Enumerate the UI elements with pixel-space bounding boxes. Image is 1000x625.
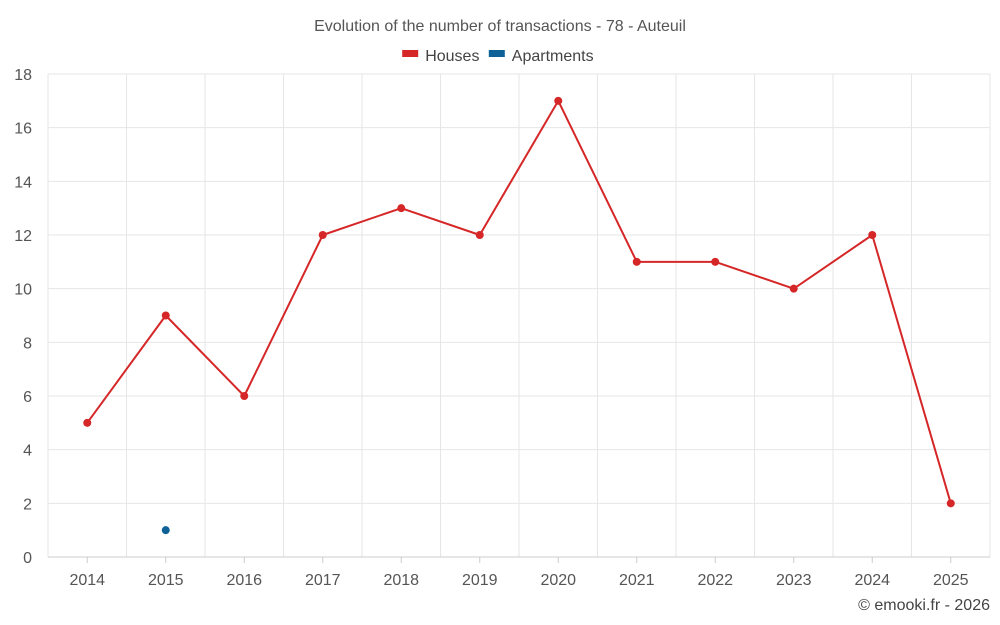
y-tick-label: 16	[14, 121, 32, 138]
series-layer	[83, 96, 955, 535]
x-tick-label: 2021	[619, 572, 655, 589]
data-point-houses	[475, 231, 484, 239]
series-houses	[83, 96, 955, 508]
y-tick-label: 12	[14, 228, 32, 245]
y-tick-label: 6	[23, 389, 32, 406]
data-point-houses	[318, 231, 327, 239]
x-tick-label: 2015	[148, 572, 184, 589]
series-apartments	[161, 526, 170, 535]
data-point-houses	[789, 284, 798, 293]
x-tick-label: 2019	[462, 572, 498, 589]
chart-title: Evolution of the number of transactions …	[314, 18, 686, 35]
legend-swatch-houses	[402, 50, 419, 57]
axes: 0 2 4 6 8 10 12 14 16 18 2014 2015 2016 2017 2018 2019 2…	[14, 67, 990, 589]
x-tick-label: 2017	[305, 572, 341, 589]
x-tick-label: 2014	[69, 572, 105, 589]
y-tick-label: 14	[14, 174, 32, 191]
data-point-houses	[711, 257, 720, 266]
y-tick-label: 8	[23, 335, 32, 352]
x-tick-label: 2022	[697, 572, 733, 589]
x-tick-label: 2025	[933, 572, 969, 589]
y-tick-label: 10	[14, 282, 32, 299]
legend-label-apartments: Apartments	[512, 48, 594, 65]
legend-item-apartments: Apartments	[488, 48, 594, 65]
legend-swatch-apartments	[488, 50, 505, 57]
data-point-houses	[554, 96, 563, 105]
x-tick-label: 2016	[226, 572, 262, 589]
credit-text: © emooki.fr - 2026	[858, 597, 990, 614]
x-tick-label: 2024	[854, 572, 890, 589]
legend-item-houses: Houses	[402, 48, 479, 65]
data-point-houses	[161, 311, 170, 320]
x-tick-label: 2018	[383, 572, 419, 589]
y-tick-label: 4	[23, 443, 32, 460]
y-tick-label: 2	[23, 496, 32, 513]
data-point-houses	[868, 231, 877, 239]
grid-lines	[47, 73, 991, 557]
x-tick-label: 2023	[776, 572, 812, 589]
legend-label-houses: Houses	[425, 48, 479, 65]
data-point-houses	[632, 257, 641, 266]
data-point-apartments	[161, 526, 170, 535]
legend: Houses Apartments	[402, 48, 594, 65]
data-point-houses	[397, 204, 406, 213]
y-tick-label: 0	[23, 550, 32, 567]
series-line-houses	[86, 99, 952, 504]
x-tick-label: 2020	[540, 572, 576, 589]
data-point-houses	[946, 499, 955, 508]
y-tick-label: 18	[14, 67, 32, 84]
data-point-houses	[83, 418, 92, 427]
data-point-houses	[240, 392, 249, 400]
